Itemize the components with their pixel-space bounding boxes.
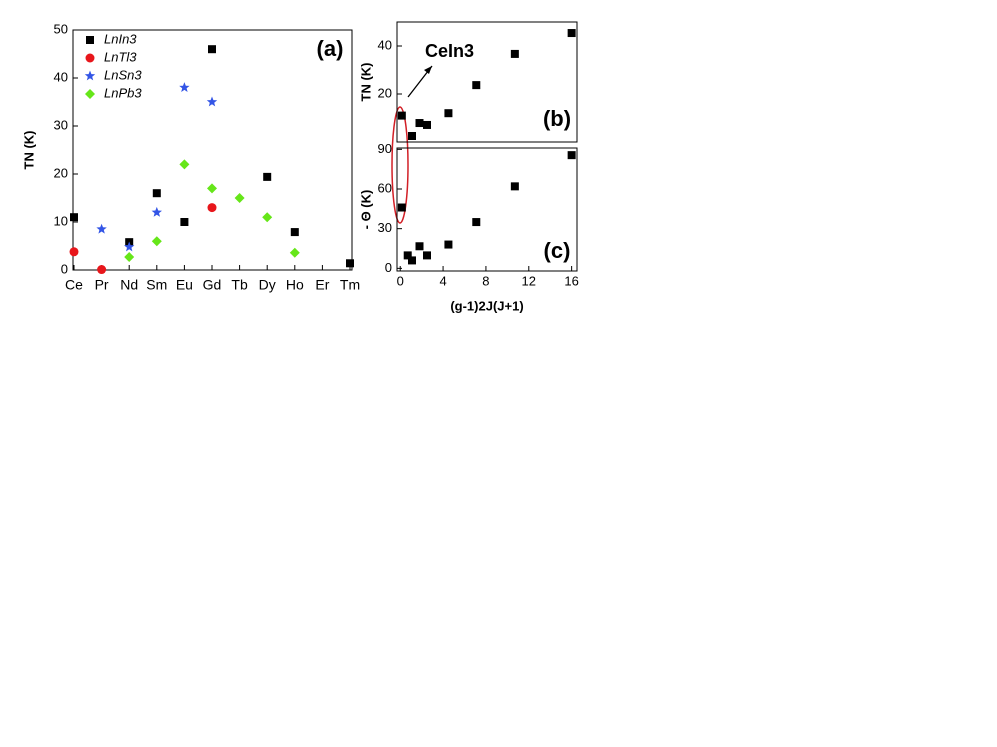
y-axis-label: TN (K) [21, 131, 36, 170]
x-tick-label: Ce [65, 277, 83, 293]
panel-label: (c) [544, 238, 571, 263]
panel-label: (b) [543, 106, 571, 131]
x-tick-label: 4 [439, 273, 446, 288]
data-point [444, 240, 453, 249]
y-tick-label: 20 [54, 165, 68, 180]
data-point [151, 236, 162, 247]
legend-marker [84, 70, 96, 81]
y-tick-label: 40 [378, 37, 392, 52]
panel-label: (a) [317, 36, 344, 61]
data-point [567, 151, 576, 160]
legend-label: LnSn3 [104, 67, 142, 82]
y-axis-label: - Θ (K) [358, 190, 373, 230]
data-point [415, 119, 424, 128]
data-point [124, 252, 135, 263]
highlight-ellipse [391, 106, 409, 224]
y-tick-label: 0 [385, 260, 392, 275]
data-point [208, 45, 216, 54]
annotation: CeIn3 [425, 41, 474, 61]
data-point [472, 218, 481, 227]
data-point [97, 265, 107, 275]
y-tick-label: 30 [378, 220, 392, 235]
data-point [408, 256, 416, 265]
data-point [423, 120, 431, 129]
data-point [179, 159, 190, 170]
x-tick-label: Dy [259, 277, 276, 293]
data-point [124, 241, 135, 252]
data-point [69, 247, 79, 257]
data-point [263, 172, 272, 181]
data-point [207, 203, 217, 213]
legend-label: LnTl3 [104, 49, 137, 64]
data-point [510, 49, 519, 58]
data-point [206, 96, 218, 107]
y-tick-label: 30 [54, 117, 68, 132]
data-point [510, 182, 519, 191]
y-tick-label: 40 [54, 69, 68, 84]
x-tick-label: Tb [231, 277, 248, 293]
data-point [289, 247, 300, 258]
data-point [403, 251, 412, 260]
data-point [151, 206, 162, 217]
x-tick-label: 8 [482, 273, 489, 288]
data-point [207, 183, 217, 194]
legend-label: LnPb3 [104, 85, 142, 100]
data-point [444, 109, 453, 118]
plot-frame [72, 29, 353, 271]
x-tick-label: 12 [522, 273, 536, 288]
legend-marker [85, 89, 95, 99]
data-point [96, 223, 107, 234]
y-tick-label: 50 [54, 21, 68, 36]
y-tick-label: 20 [378, 85, 392, 100]
y-tick-label: 0 [61, 261, 68, 276]
plot-frame [396, 21, 578, 143]
x-tick-label: Er [315, 277, 329, 293]
x-tick-label: Nd [120, 277, 138, 293]
data-point [415, 242, 424, 251]
legend-label: LnIn3 [104, 31, 137, 46]
x-tick-label: Tm [340, 277, 360, 293]
x-tick-label: Pr [95, 277, 109, 293]
data-point [346, 259, 354, 268]
data-point [70, 213, 78, 222]
data-point [397, 111, 406, 120]
data-point [179, 82, 190, 92]
x-tick-label: 0 [397, 273, 404, 288]
y-axis-label: TN (K) [358, 63, 373, 102]
x-tick-label: 16 [564, 273, 578, 288]
x-tick-label: Eu [176, 277, 193, 293]
x-axis-label: (g-1)2J(J+1) [450, 298, 523, 313]
y-tick-label: 90 [378, 141, 392, 156]
data-point [567, 29, 576, 38]
data-point [397, 203, 406, 212]
y-tick-label: 10 [54, 213, 68, 228]
data-point [180, 218, 189, 226]
data-point [290, 228, 299, 237]
x-tick-label: Gd [203, 277, 222, 293]
data-point [152, 189, 161, 198]
data-point [234, 193, 245, 203]
x-tick-label: Ho [286, 277, 304, 293]
legend-marker [85, 53, 95, 63]
plot-frame [396, 147, 578, 272]
y-tick-label: 60 [378, 180, 392, 195]
x-tick-label: Sm [146, 277, 167, 293]
arrow-head [424, 66, 432, 74]
data-point [262, 212, 273, 223]
data-point [423, 251, 431, 260]
legend-marker [86, 36, 94, 44]
data-point [472, 81, 481, 90]
data-point [408, 132, 416, 140]
